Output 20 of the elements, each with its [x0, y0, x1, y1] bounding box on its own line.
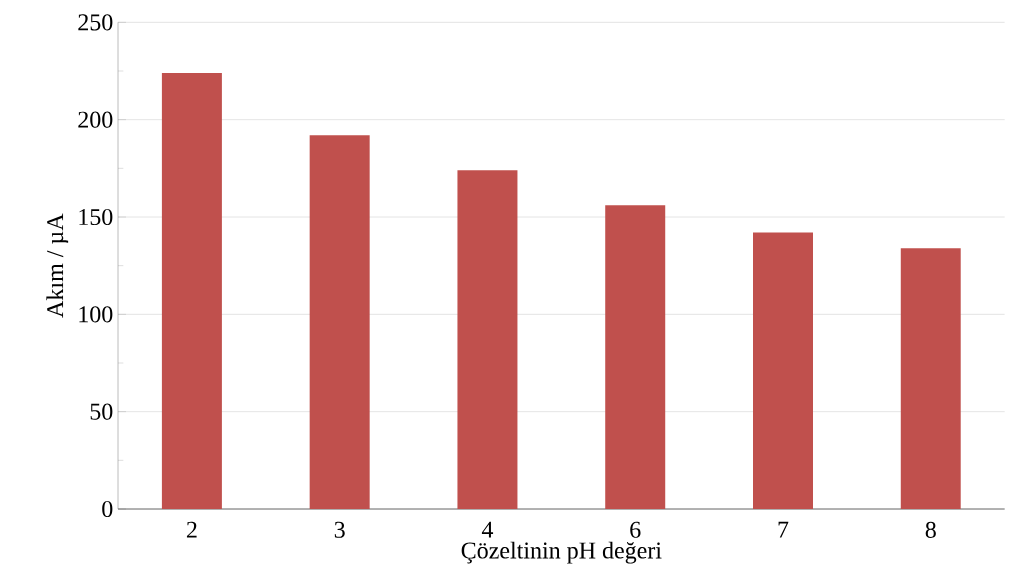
y-tick-label: 100 — [79, 306, 113, 323]
y-tick-label: 150 — [79, 208, 113, 226]
bar — [900, 248, 961, 509]
x-tick-label: 8 — [925, 521, 936, 538]
bar — [457, 170, 518, 509]
y-tick-label: 0 — [102, 500, 113, 518]
x-tick-label: 4 — [481, 521, 494, 538]
y-axis-title: Akım / µA — [46, 213, 69, 318]
bar — [309, 135, 370, 509]
y-tick-label: 250 — [78, 14, 113, 31]
x-tick-label: 7 — [778, 521, 789, 538]
x-tick-label: 2 — [186, 521, 197, 538]
bar — [753, 232, 813, 509]
y-tick-label: 200 — [78, 111, 113, 128]
x-tick-label: 6 — [630, 521, 641, 538]
bar — [161, 72, 222, 509]
x-tick-label: 3 — [334, 521, 345, 538]
bar — [605, 205, 666, 509]
x-axis-title: Çözeltinin pH değeri — [461, 541, 662, 564]
y-tick-label: 50 — [90, 403, 113, 420]
